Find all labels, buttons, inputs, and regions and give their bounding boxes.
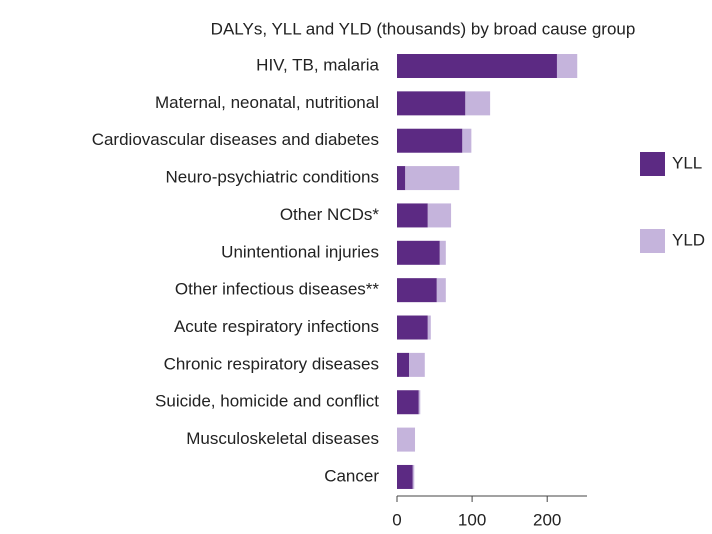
bar <box>409 352 425 377</box>
bar <box>556 54 578 78</box>
y-tick-label: Maternal, neonatal, nutritional <box>155 93 379 112</box>
bar <box>397 315 428 340</box>
y-tick-label: Acute respiratory infections <box>174 317 379 336</box>
y-tick-label: Suicide, homicide and conflict <box>155 392 379 411</box>
bar <box>397 128 463 153</box>
bar <box>405 166 460 191</box>
bar <box>427 203 452 228</box>
legend-label: YLL <box>672 153 702 172</box>
legend-swatch <box>640 152 665 176</box>
bar <box>397 427 416 452</box>
y-tick-label: Cancer <box>324 466 379 485</box>
legend-label: YLD <box>672 230 705 249</box>
bar <box>397 278 437 303</box>
x-tick-label: 200 <box>533 510 561 529</box>
bar <box>397 54 557 78</box>
bar <box>397 203 428 228</box>
chart-title: DALYs, YLL and YLD (thousands) by broad … <box>211 19 636 38</box>
x-tick-label: 0 <box>392 510 401 529</box>
bar <box>397 390 419 415</box>
y-tick-label: Neuro-psychiatric conditions <box>165 168 379 187</box>
bar <box>397 352 410 377</box>
y-tick-label: Musculoskeletal diseases <box>186 429 379 448</box>
bar <box>436 278 446 303</box>
bar <box>439 240 446 265</box>
bar <box>397 464 413 489</box>
bar <box>397 166 406 191</box>
y-tick-label: Cardiovascular diseases and diabetes <box>92 130 379 149</box>
bar <box>465 91 491 116</box>
bar <box>397 91 466 116</box>
y-tick-label: Other infectious diseases** <box>175 280 379 299</box>
bar <box>397 240 440 265</box>
y-tick-label: Other NCDs* <box>280 205 380 224</box>
y-tick-label: HIV, TB, malaria <box>256 55 379 74</box>
y-tick-label: Chronic respiratory diseases <box>164 354 379 373</box>
bar <box>462 128 472 153</box>
legend-swatch <box>640 229 665 253</box>
y-tick-label: Unintentional injuries <box>221 242 379 261</box>
bar <box>412 464 415 489</box>
x-tick-label: 100 <box>458 510 486 529</box>
bar <box>418 390 421 415</box>
bar <box>427 315 431 340</box>
